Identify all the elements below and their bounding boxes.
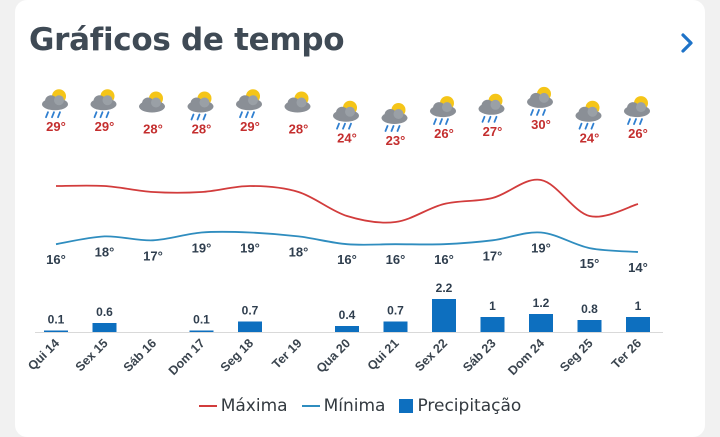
max-line-swatch <box>198 405 217 407</box>
chart-legend: Máxima Mínima Precipitação <box>15 395 705 417</box>
precip-label: 0.8 <box>581 302 598 316</box>
cloud-sun-rain-icon <box>430 96 456 125</box>
min-temp-label: 16° <box>434 252 454 267</box>
weather-icons <box>42 86 650 132</box>
min-temp-label: 18° <box>289 244 309 259</box>
max-temp-label: 23° <box>386 133 406 148</box>
max-temp-labels: 29° 29° 28° 28° 29° 28° 24° 23° 26° 27° 30° 24° 26° <box>46 117 648 148</box>
x-axis-label: Dom 24 <box>505 336 547 378</box>
max-temp-label: 24° <box>580 131 600 146</box>
cloud-sun-rain-icon <box>624 96 650 125</box>
min-temp-label: 15° <box>580 256 600 271</box>
max-temp-label: 24° <box>337 131 357 146</box>
cloud-sun-rain-icon <box>236 89 262 119</box>
precip-bar <box>626 317 650 332</box>
x-axis-label: Seg 18 <box>218 336 256 374</box>
cloud-sun-rain-icon <box>333 100 359 130</box>
weather-chart: 29° 29° 28° 28° 29° 28°24° 23° 26° 27° 30°24° 26° … <box>25 86 663 378</box>
precip-label: 0.1 <box>193 313 210 327</box>
page-title: Gráficos de tempo <box>29 22 345 58</box>
max-temp-label: 28° <box>289 122 309 137</box>
precip-swatch <box>399 399 414 413</box>
precip-label: 0.4 <box>339 308 356 322</box>
precip-label: 1.2 <box>533 296 550 310</box>
legend-item-min[interactable]: Mínima <box>301 396 386 416</box>
max-temp-line <box>55 178 639 224</box>
precip-bar <box>92 323 117 332</box>
max-temp-label: 26° <box>628 126 648 141</box>
cloud-sun-rain-icon <box>575 100 602 130</box>
max-temp-label: 30° <box>531 117 551 132</box>
min-temp-label: 19° <box>531 241 551 256</box>
precip-bar <box>189 330 214 332</box>
min-temp-label: 16° <box>46 252 66 267</box>
max-temp-label: 29° <box>240 119 260 134</box>
precip-bar <box>238 321 262 332</box>
precip-labels: 0.1 0.6 0.1 0.7 0.4 0.7 2.2 1 1.2 0.8 1 <box>48 281 642 327</box>
min-temp-label: 17° <box>483 248 503 263</box>
x-axis-label: Sex 22 <box>412 336 450 374</box>
precip-bar <box>480 317 505 332</box>
precip-bar <box>577 320 602 332</box>
cloud-sun-rain-icon <box>42 89 68 119</box>
x-axis-label: Qui 14 <box>25 336 62 373</box>
min-temp-label: 19° <box>192 241 212 256</box>
cloud-sun-rain-icon <box>527 86 553 116</box>
x-axis-label: Sáb 23 <box>460 336 498 374</box>
cloud-sun-icon <box>284 91 311 113</box>
precip-label: 1 <box>635 299 642 313</box>
cloud-sun-icon <box>139 91 165 113</box>
precip-label: 0.7 <box>242 304 259 318</box>
precip-bar <box>335 326 359 332</box>
legend-label-max: Máxima <box>220 396 288 416</box>
legend-label-min: Mínima <box>323 396 386 416</box>
cloud-sun-rain-icon <box>478 93 505 123</box>
x-axis-label: Qua 20 <box>314 336 353 375</box>
min-temp-label: 19° <box>240 241 260 256</box>
x-axis-label: Sex 15 <box>73 336 111 374</box>
legend-label-precip: Precipitação <box>417 396 522 416</box>
x-axis-label: Qui 21 <box>365 336 402 373</box>
precip-label: 1 <box>489 299 496 313</box>
x-axis-label: Seg 25 <box>557 336 595 374</box>
precip-label: 0.1 <box>48 313 65 327</box>
precip-bar <box>383 321 408 332</box>
max-temp-label: 26° <box>434 126 454 141</box>
max-temp-label: 28° <box>192 122 212 137</box>
cloud-sun-rain-icon <box>381 103 408 132</box>
max-temp-label: 29° <box>46 119 66 134</box>
precip-bar <box>44 330 68 332</box>
precip-label: 0.7 <box>387 304 404 318</box>
min-line-swatch <box>301 405 320 407</box>
chevron-right-icon[interactable] <box>672 28 702 58</box>
min-temp-line <box>55 230 639 253</box>
max-temp-label: 29° <box>95 119 115 134</box>
min-temp-labels: 16° 18° 17° 19° 19° 18° 16° 16° 16° 17° 19° 15° 14° <box>46 241 648 276</box>
x-axis-label: Dom 17 <box>166 336 208 378</box>
x-axis-label: Sáb 16 <box>121 336 159 374</box>
max-temp-label: 28° <box>143 122 163 137</box>
min-temp-label: 17° <box>143 248 163 263</box>
precip-bar <box>529 314 553 332</box>
x-axis-labels: Qui 14 Sex 15 Sáb 16 Dom 17 Seg 18 Ter 19 Qua … <box>25 336 644 378</box>
min-temp-label: 16° <box>386 252 406 267</box>
x-axis-label: Ter 26 <box>609 336 644 371</box>
min-temp-label: 16° <box>337 252 357 267</box>
min-temp-label: 14° <box>628 260 648 275</box>
max-temp-label: 27° <box>483 124 503 139</box>
cloud-sun-rain-icon <box>187 91 214 121</box>
precip-label: 2.2 <box>436 281 453 295</box>
precip-bar <box>432 299 456 332</box>
legend-item-precip[interactable]: Precipitação <box>399 396 521 416</box>
precip-bars <box>44 299 650 332</box>
x-axis-label: Ter 19 <box>269 336 304 371</box>
weather-charts-card: Gráficos de tempo 29° 29° 28° 28° 29° 28° 24° 2… <box>15 0 705 437</box>
cloud-sun-rain-icon <box>90 89 117 119</box>
min-temp-label: 18° <box>95 244 115 259</box>
legend-item-max[interactable]: Máxima <box>198 396 288 416</box>
precip-label: 0.6 <box>96 305 113 319</box>
